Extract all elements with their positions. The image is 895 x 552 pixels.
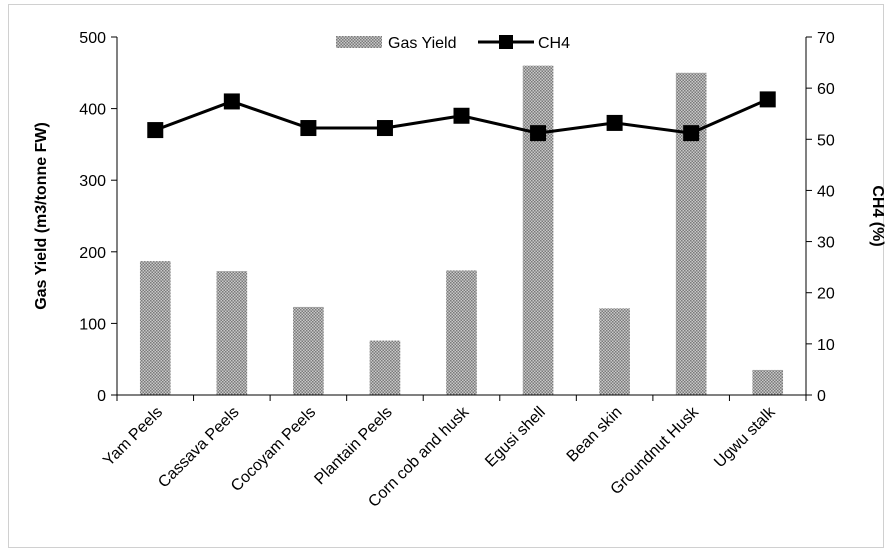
y-axis-right-title: CH4 (%) <box>869 185 886 246</box>
ch4-marker-5 <box>530 125 547 142</box>
bar-0 <box>139 261 171 395</box>
y-right-tick-label-2: 20 <box>817 286 835 303</box>
x-tick-label-3: Plantain Peels <box>311 404 395 488</box>
y-left-tick-label-0: 0 <box>97 388 106 405</box>
legend-bar-swatch <box>336 36 382 48</box>
y-left-tick-label-1: 100 <box>79 316 106 333</box>
bar-3 <box>369 340 401 395</box>
bar-8 <box>752 369 784 395</box>
ch4-marker-3 <box>376 120 393 137</box>
bar-1 <box>216 271 248 395</box>
y-left-tick-label-3: 300 <box>79 173 106 190</box>
ch4-marker-8 <box>759 91 776 108</box>
x-tick-label-5: Egusi shell <box>482 404 549 471</box>
x-tick-label-2: Cocoyam Peels <box>228 404 319 495</box>
y-left-tick-label-4: 400 <box>79 102 106 119</box>
legend-bar-label: Gas Yield <box>388 35 456 52</box>
y-right-tick-label-4: 40 <box>817 183 835 200</box>
ch4-marker-7 <box>683 125 700 142</box>
x-tick-label-6: Bean skin <box>564 404 626 466</box>
axes <box>111 36 812 401</box>
ch4-marker-6 <box>606 114 623 131</box>
y-right-tick-label-0: 0 <box>817 388 826 405</box>
y-left-tick-label-5: 500 <box>79 30 106 47</box>
bar-7 <box>675 72 707 396</box>
y-axis-left-title: Gas Yield (m3/tonne FW) <box>33 122 50 310</box>
y-right-tick-label-5: 50 <box>817 132 835 149</box>
line-series <box>147 91 776 142</box>
legend: Gas Yield CH4 <box>336 35 570 52</box>
x-tick-label-1: Cassava Peels <box>155 404 242 491</box>
bar-series <box>139 65 784 396</box>
y-right-tick-label-1: 10 <box>817 337 835 354</box>
legend-line-marker <box>499 35 513 49</box>
bar-4 <box>446 270 477 395</box>
x-tick-label-0: Yam Peels <box>100 404 166 470</box>
bar-5 <box>522 65 554 395</box>
ch4-marker-0 <box>147 122 164 139</box>
ch4-marker-2 <box>300 120 317 137</box>
y-right-tick-label-6: 60 <box>817 81 835 98</box>
y-right-tick-label-7: 70 <box>817 30 835 47</box>
x-tick-label-8: Ugwu stalk <box>711 403 779 471</box>
ch4-marker-4 <box>453 107 470 124</box>
ch4-marker-1 <box>223 93 240 110</box>
bar-6 <box>599 308 630 395</box>
bar-2 <box>293 306 324 395</box>
tick-labels: 0 100 200 300 400 500 0 10 20 30 40 50 60 70 Yam Peels… <box>79 30 835 511</box>
y-left-tick-label-2: 200 <box>79 245 106 262</box>
legend-line-label: CH4 <box>538 35 570 52</box>
y-right-tick-label-3: 30 <box>817 235 835 252</box>
